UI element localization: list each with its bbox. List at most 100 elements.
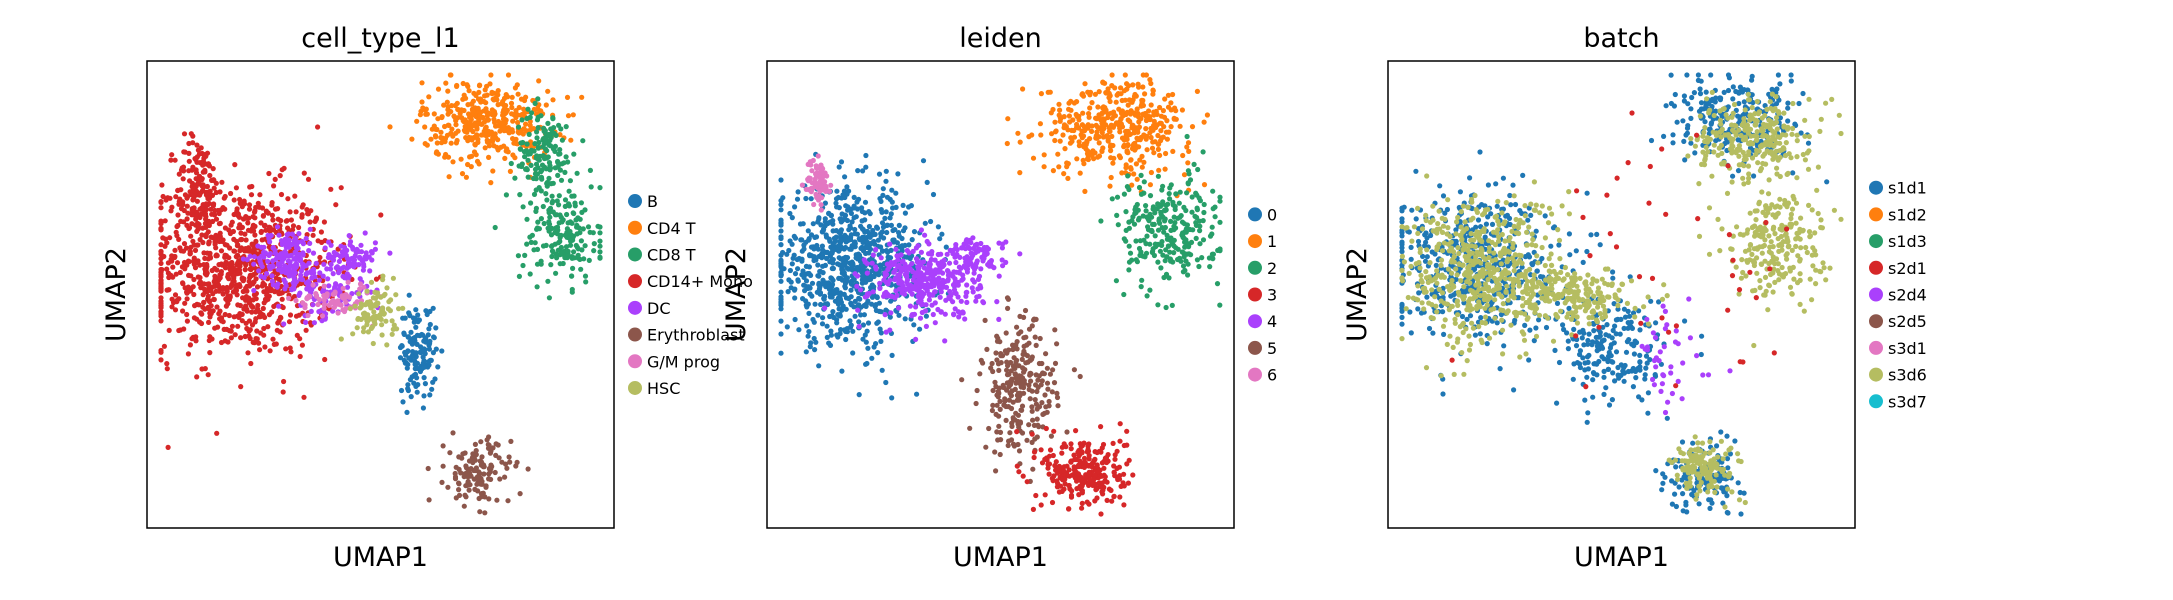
point-cd14--mono <box>237 263 243 269</box>
point-hsc <box>396 306 402 312</box>
point-2 <box>1207 264 1213 270</box>
point-cd14--mono <box>229 219 235 225</box>
point-0 <box>861 312 868 318</box>
point-3 <box>1055 466 1062 472</box>
point-erythroblast <box>502 474 508 480</box>
point-4 <box>915 243 921 249</box>
point-cd14--mono <box>218 318 225 324</box>
point-cd14--mono <box>228 190 234 197</box>
point-0 <box>848 210 855 216</box>
point-1 <box>1041 152 1047 158</box>
point-4 <box>925 276 932 282</box>
point-3 <box>1038 502 1044 508</box>
point-1 <box>1194 88 1200 94</box>
point-cd14--mono <box>178 167 185 173</box>
point-dc <box>354 262 360 268</box>
point-hsc <box>368 279 375 285</box>
point-b <box>420 405 426 411</box>
point-cd14--mono <box>328 186 334 192</box>
point-2 <box>1167 185 1173 191</box>
point-b <box>418 344 424 350</box>
point-cd14--mono <box>231 236 237 242</box>
point-cd14--mono <box>233 254 239 260</box>
point-2 <box>1180 263 1187 269</box>
point-cd14--mono <box>158 220 164 227</box>
point-0 <box>836 164 842 170</box>
point-2 <box>1171 250 1177 256</box>
point-4 <box>962 316 968 322</box>
point-0 <box>924 179 930 185</box>
point-5 <box>1004 372 1011 378</box>
point-1 <box>1081 144 1087 150</box>
point-0 <box>834 188 840 194</box>
point-cd14--mono <box>176 199 182 205</box>
point-4 <box>906 264 912 270</box>
point-cd14--mono <box>226 227 232 233</box>
point-0 <box>861 234 867 240</box>
point-cd4-t <box>509 111 515 117</box>
point-4 <box>946 273 952 279</box>
point-cd14--mono <box>250 222 256 228</box>
point-1 <box>1080 110 1086 116</box>
point-1 <box>1020 86 1026 92</box>
point-0 <box>824 323 830 329</box>
point-dc <box>355 249 362 255</box>
point-cd8-t <box>525 151 531 157</box>
point-cd14--mono <box>238 230 244 236</box>
point-cd14--mono <box>220 291 226 297</box>
point-dc <box>322 245 328 251</box>
point-2 <box>1169 302 1175 308</box>
point-cd8-t <box>597 238 603 244</box>
point-cd14--mono <box>190 197 196 203</box>
point-0 <box>864 328 870 334</box>
point-cd8-t <box>588 184 594 190</box>
point-cd14--mono <box>278 191 285 198</box>
point-1 <box>1150 91 1156 97</box>
point-cd8-t <box>522 252 528 258</box>
point-cd14--mono <box>216 288 222 294</box>
point-cd14--mono <box>206 319 212 325</box>
point-dc <box>300 250 306 256</box>
point-5 <box>1015 390 1022 396</box>
point-cd14--mono <box>249 322 256 328</box>
point-0 <box>879 220 886 226</box>
point-cd8-t <box>545 278 551 284</box>
point-cd14--mono <box>288 217 294 223</box>
point-0 <box>811 335 817 342</box>
point-4 <box>861 257 867 263</box>
point-cd14--mono <box>236 314 242 320</box>
point-4 <box>856 323 862 330</box>
point-4 <box>857 287 864 293</box>
point-3 <box>1111 494 1117 500</box>
point-1 <box>1165 104 1172 110</box>
point-1 <box>1062 146 1068 152</box>
point-4 <box>923 323 930 329</box>
point-erythroblast <box>497 476 503 482</box>
point-cd14--mono <box>166 274 172 281</box>
point-cd8-t <box>541 220 547 227</box>
point-cd8-t <box>548 262 554 268</box>
point-cd14--mono <box>200 188 206 194</box>
point-0 <box>842 232 848 238</box>
point-dc <box>307 226 313 232</box>
point-cd8-t <box>535 144 542 150</box>
point-cd8-t <box>534 129 540 135</box>
point-5 <box>1000 382 1006 388</box>
point-5 <box>989 407 996 414</box>
point-0 <box>852 226 858 233</box>
point-1 <box>1139 164 1145 170</box>
point-0 <box>889 352 895 358</box>
point-4 <box>877 285 883 291</box>
point-5 <box>992 449 998 455</box>
point-0 <box>871 284 877 290</box>
point-cd8-t <box>546 160 553 166</box>
point-3 <box>1124 428 1130 434</box>
point-erythroblast <box>476 476 482 482</box>
legend-label: CD4 T <box>647 219 696 238</box>
point-1 <box>1030 155 1037 161</box>
x-axis-label: UMAP1 <box>333 542 428 573</box>
point-dc <box>347 242 353 248</box>
point-3 <box>1112 452 1118 458</box>
point-cd4-t <box>510 152 516 158</box>
point-0 <box>843 306 849 312</box>
